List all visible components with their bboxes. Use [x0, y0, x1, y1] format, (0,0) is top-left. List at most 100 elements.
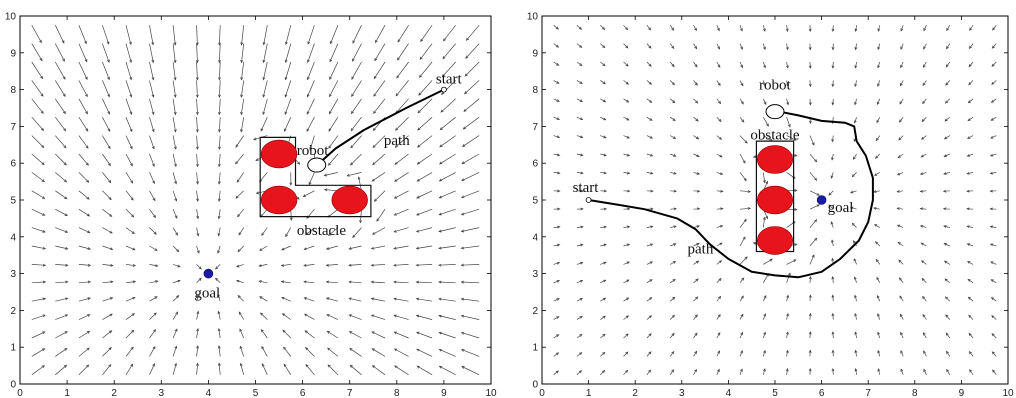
field-arrow: [416, 298, 433, 302]
field-arrow: [149, 296, 158, 302]
field-arrow: [943, 208, 950, 210]
field-arrowhead: [41, 196, 46, 199]
field-arrowhead: [945, 332, 949, 336]
y-tick-label: 10: [527, 12, 539, 23]
field-arrowhead: [260, 312, 264, 316]
field-arrowhead: [307, 41, 311, 45]
field-arrowhead: [831, 349, 835, 353]
field-arrow: [828, 204, 834, 210]
field-arrowhead: [196, 345, 199, 349]
field-arrowhead: [86, 330, 91, 334]
field-arrow: [328, 117, 339, 132]
field-arrow: [417, 116, 433, 131]
field-arrowhead: [922, 100, 926, 105]
field-arrowhead: [992, 27, 996, 31]
field-arrowhead: [442, 38, 447, 42]
field-arrowhead: [262, 59, 266, 64]
field-arrow: [394, 315, 409, 320]
field-arrow: [417, 153, 433, 165]
field-arrow: [762, 313, 766, 320]
field-arrow: [78, 43, 88, 62]
field-arrowhead: [395, 127, 399, 131]
field-arrowhead: [460, 246, 465, 250]
field-arrowhead: [943, 260, 948, 264]
field-arrow: [461, 190, 480, 198]
field-arrow: [239, 328, 245, 339]
field-arrowhead: [578, 26, 582, 30]
field-arrow: [31, 80, 44, 97]
field-arrow: [78, 347, 90, 357]
field-arrowhead: [416, 348, 420, 352]
field-arrow: [463, 98, 480, 112]
field-arrow: [876, 277, 881, 283]
obstacle-circle: [756, 185, 794, 215]
field-arrowhead: [415, 314, 420, 318]
field-arrow: [417, 98, 433, 114]
start-marker: [440, 86, 447, 93]
field-arrow: [623, 172, 630, 174]
field-arrowhead: [173, 129, 177, 133]
field-arrowhead: [417, 127, 421, 131]
field-arrow: [125, 98, 132, 115]
field-arrowhead: [328, 111, 332, 115]
field-arrow: [172, 153, 177, 167]
field-arrowhead: [63, 145, 67, 149]
field-arrowhead: [325, 297, 330, 301]
field-arrow: [240, 98, 245, 115]
y-tick-label: 0: [532, 380, 538, 391]
field-arrowhead: [418, 92, 422, 96]
field-arrowhead: [694, 82, 698, 86]
field-arrowhead: [417, 110, 421, 114]
field-arrow: [373, 80, 386, 97]
field-arrowhead: [990, 261, 994, 265]
field-arrow: [623, 98, 629, 103]
field-arrow: [832, 80, 834, 87]
field-arrowhead: [694, 368, 697, 373]
field-arrowhead: [416, 161, 421, 165]
field-arrowhead: [816, 192, 820, 196]
field-arrowhead: [831, 83, 835, 88]
y-tick-label: 7: [532, 122, 538, 133]
field-arrow: [218, 363, 221, 375]
field-arrow: [739, 295, 744, 302]
field-arrowhead: [348, 263, 352, 267]
field-arrowhead: [763, 46, 766, 51]
field-arrow: [693, 116, 699, 122]
field-arrow: [218, 117, 221, 132]
field-arrowhead: [393, 229, 397, 233]
field-arrowhead: [438, 212, 442, 216]
y-tick-label: 8: [532, 85, 538, 96]
field-arrow: [372, 153, 386, 165]
field-arrow: [739, 25, 743, 32]
field-arrowhead: [152, 180, 155, 185]
field-arrow: [31, 172, 45, 182]
field-arrowhead: [696, 189, 701, 193]
field-arrowhead: [555, 44, 560, 48]
field-arrowhead: [967, 261, 971, 264]
field-arrow: [877, 43, 881, 50]
field-arrowhead: [900, 28, 904, 32]
field-arrow: [352, 25, 362, 44]
field-arrow: [669, 351, 675, 357]
field-arrow: [461, 172, 480, 182]
field-arrow: [149, 208, 156, 218]
field-arrowhead: [281, 313, 286, 317]
field-arrow: [149, 264, 158, 267]
field-arrowhead: [578, 370, 582, 374]
field-arrow: [945, 314, 951, 320]
field-arrow: [670, 261, 676, 265]
field-arrow: [623, 153, 630, 157]
field-arrowhead: [460, 331, 465, 335]
field-arrow: [439, 332, 456, 339]
field-arrow: [786, 98, 789, 105]
field-arrow: [716, 369, 720, 375]
field-arrowhead: [648, 333, 652, 337]
field-arrow: [240, 117, 245, 132]
field-arrow: [992, 24, 997, 31]
field-arrow: [262, 80, 268, 98]
field-arrow: [394, 365, 409, 376]
field-arrow: [125, 117, 133, 132]
field-arrowhead: [740, 83, 744, 87]
field-arrow: [600, 226, 607, 228]
field-arrowhead: [42, 213, 46, 216]
